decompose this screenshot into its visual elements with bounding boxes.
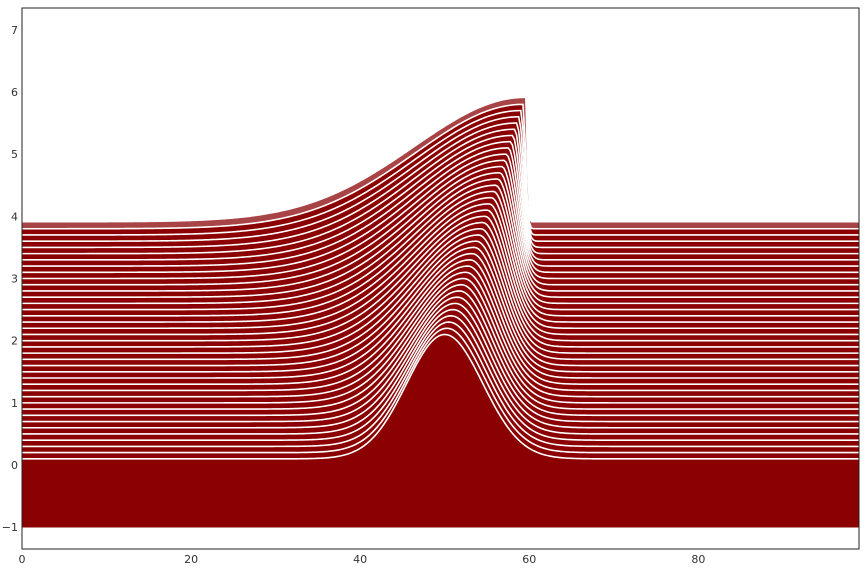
series-line-8 [22,283,859,410]
series-layer [22,98,859,528]
series-line-17 [22,227,859,354]
series-line-36 [22,109,859,236]
series-fill-0 [22,334,859,528]
series-line-15 [22,240,859,367]
y-axis-ticks: −1 0 1 2 3 4 5 6 7 [2,24,18,534]
series-line-31 [22,140,859,267]
series-line-25 [22,178,859,305]
series-line-14 [22,246,859,373]
x-tick-label: 60 [522,553,536,566]
series-line-6 [22,296,859,423]
series-line-32 [22,134,859,261]
y-tick-label: 7 [11,24,18,37]
x-axis-ticks: 0 20 40 60 80 [19,553,706,566]
series-line-5 [22,302,859,429]
series-line-18 [22,221,859,348]
series-line-29 [22,153,859,280]
series-line-3 [22,315,859,441]
series-line-13 [22,252,859,379]
x-tick-label: 20 [184,553,198,566]
y-tick-label: 4 [11,210,18,223]
series-line-30 [22,147,859,274]
series-line-10 [22,271,859,398]
series-line-7 [22,290,859,417]
series-line-19 [22,215,859,342]
series-line-35 [22,116,859,242]
series-line-0 [22,333,859,460]
series-line-21 [22,203,859,330]
series-line-12 [22,259,859,386]
series-line-28 [22,159,859,286]
series-line-22 [22,196,859,323]
y-tick-label: −1 [2,521,18,534]
y-tick-label: 1 [11,397,18,410]
y-tick-label: 6 [11,86,18,99]
y-tick-label: 3 [11,273,18,286]
y-tick-label: 0 [11,459,18,472]
series-line-34 [22,122,859,249]
series-line-27 [22,165,859,292]
series-line-37 [22,103,859,230]
series-line-11 [22,265,859,392]
y-tick-label: 5 [11,148,18,161]
series-line-23 [22,190,859,317]
series-line-26 [22,171,859,298]
series-line-2 [22,321,859,448]
series-line-16 [22,234,859,361]
axes-frame [21,7,860,550]
series-line-24 [22,184,859,311]
y-tick-label: 2 [11,335,18,348]
series-line-4 [22,308,859,435]
series-line-1 [22,327,859,454]
series-line-9 [22,277,859,404]
x-tick-label: 40 [353,553,367,566]
x-tick-label: 80 [691,553,705,566]
x-tick-label: 0 [19,553,26,566]
series-line-20 [22,209,859,336]
series-line-33 [22,128,859,255]
